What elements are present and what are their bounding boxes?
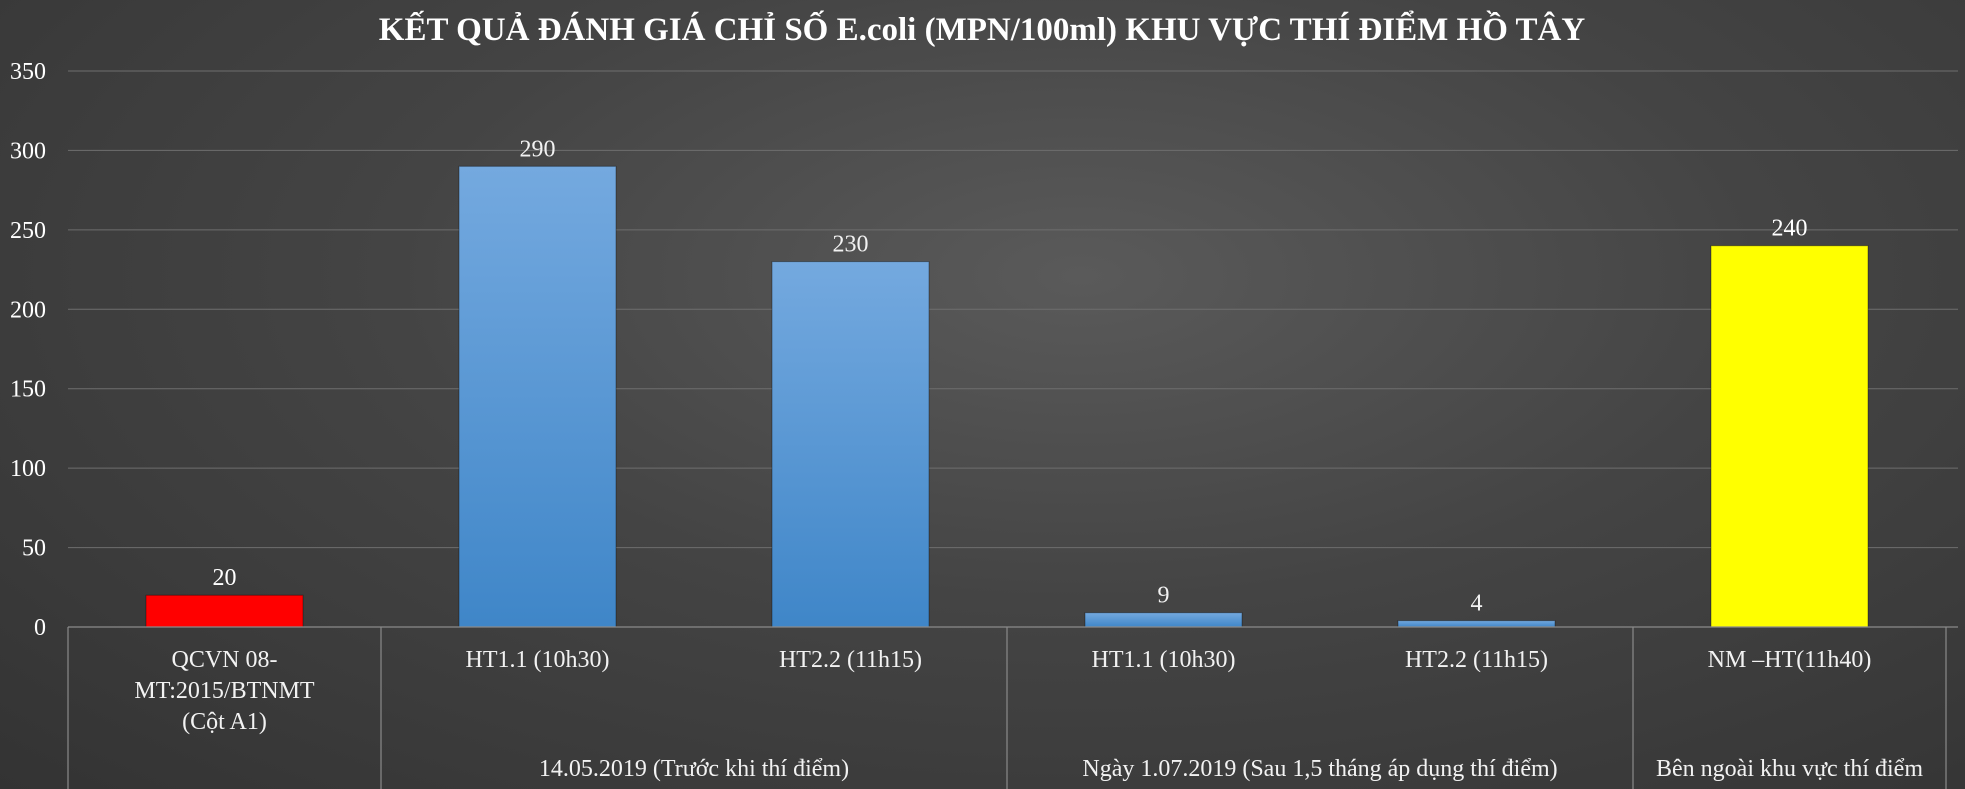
- x-category-label: (Cột A1): [182, 709, 267, 735]
- data-label: 9: [1158, 583, 1170, 609]
- data-label: 20: [213, 565, 237, 591]
- bar: [458, 165, 617, 628]
- bar: [145, 594, 304, 628]
- y-tick-label: 350: [10, 59, 46, 85]
- bars: [145, 165, 1869, 628]
- x-category-label: HT2.2 (11h15): [779, 647, 922, 673]
- y-tick-label: 300: [10, 138, 46, 164]
- data-label: 4: [1471, 591, 1483, 617]
- gridlines: [68, 70, 1958, 549]
- data-label: 240: [1772, 216, 1808, 242]
- x-category-label: HT1.1 (10h30): [1092, 647, 1236, 673]
- x-category-label: MT:2015/BTNMT: [134, 678, 314, 704]
- x-group-label: 14.05.2019 (Trước khi thí điểm): [539, 756, 849, 782]
- x-group-label: Bên ngoài khu vực thí điểm: [1656, 756, 1923, 782]
- bar: [1397, 620, 1556, 628]
- x-category-label: NM –HT(11h40): [1708, 647, 1872, 673]
- y-tick-label: 100: [10, 456, 46, 482]
- chart-title: KẾT QUẢ ĐÁNH GIÁ CHỈ SỐ E.coli (MPN/100m…: [379, 9, 1586, 48]
- x-category-label: HT1.1 (10h30): [466, 647, 610, 673]
- y-tick-label: 200: [10, 297, 46, 323]
- y-axis-ticks: 0 50 100 150 200 250 300 350: [10, 59, 46, 641]
- bar: [1084, 612, 1243, 628]
- data-labels: 20 290 230 9 4 240: [213, 136, 1808, 616]
- bar: [771, 261, 930, 628]
- bar: [1710, 245, 1869, 628]
- data-label: 290: [520, 136, 556, 162]
- y-tick-label: 0: [34, 615, 46, 641]
- x-category-label: QCVN 08-: [172, 647, 278, 673]
- x-category-label: HT2.2 (11h15): [1405, 647, 1548, 673]
- x-group-label: Ngày 1.07.2019 (Sau 1,5 tháng áp dụng th…: [1082, 756, 1557, 782]
- y-tick-label: 50: [22, 536, 46, 562]
- x-axis: QCVN 08- MT:2015/BTNMT (Cột A1) HT1.1 (10h3…: [67, 626, 1958, 789]
- y-tick-label: 150: [10, 377, 46, 403]
- y-tick-label: 250: [10, 218, 46, 244]
- data-label: 230: [833, 232, 869, 258]
